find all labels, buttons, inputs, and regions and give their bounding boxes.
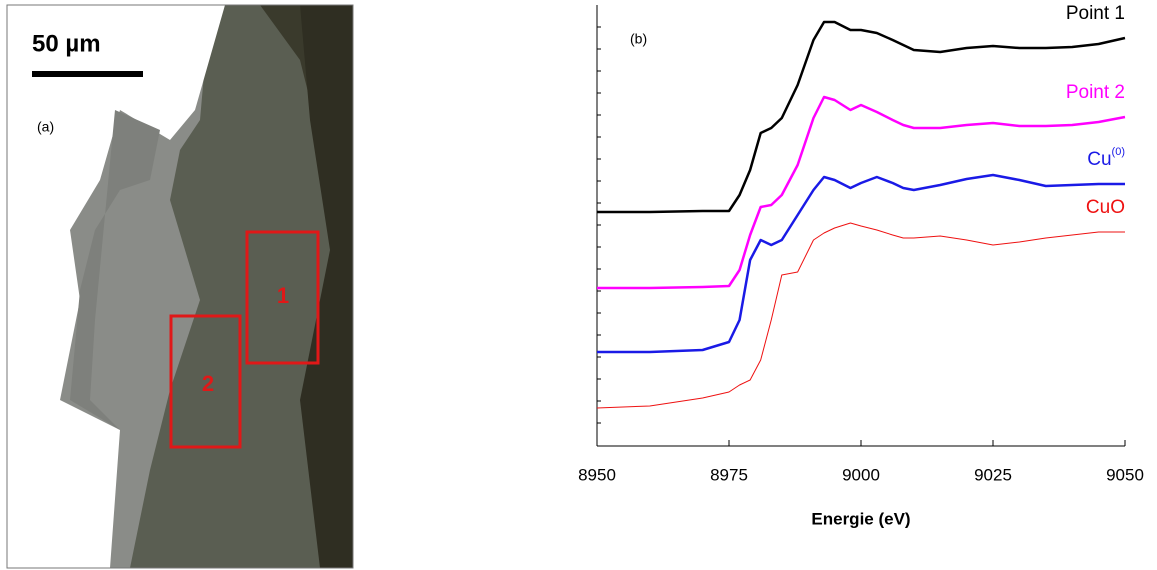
x-tick-label: 9025: [974, 465, 1012, 484]
region-label: 1: [277, 283, 289, 308]
x-tick-label: 9050: [1106, 465, 1144, 484]
region-box: [245, 230, 320, 365]
x-tick-label: 8975: [710, 465, 748, 484]
x-tick-label: 8950: [578, 465, 616, 484]
image-gray-edge: [70, 110, 160, 430]
panel-label: (a): [37, 119, 54, 135]
series-line: [597, 20, 1126, 214]
image-border: [6, 4, 354, 569]
panel-label: (b): [630, 31, 647, 47]
x-axis-label: Energie (eV): [811, 509, 910, 528]
series-line: [597, 173, 1125, 354]
legend-label: CuO: [1086, 197, 1125, 218]
image-white: [7, 5, 225, 568]
scale-bar-label: 50 µm: [32, 30, 101, 57]
region-box: [169, 314, 242, 449]
scale-bar: [32, 71, 143, 77]
legend-label: Point 2: [1066, 82, 1125, 103]
region-label: 2: [202, 371, 214, 396]
series-line: [597, 95, 1126, 290]
legend-label: Cu(0): [1087, 146, 1125, 170]
legend-label: Point 1: [1066, 3, 1125, 24]
x-tick-label: 9000: [842, 465, 880, 484]
series-line: [596, 222, 1125, 409]
plot: (b) Energie (eV): [596, 5, 1125, 528]
micrograph: 1 2 50 µm (a): [6, 4, 354, 569]
image-dark: [300, 5, 353, 568]
